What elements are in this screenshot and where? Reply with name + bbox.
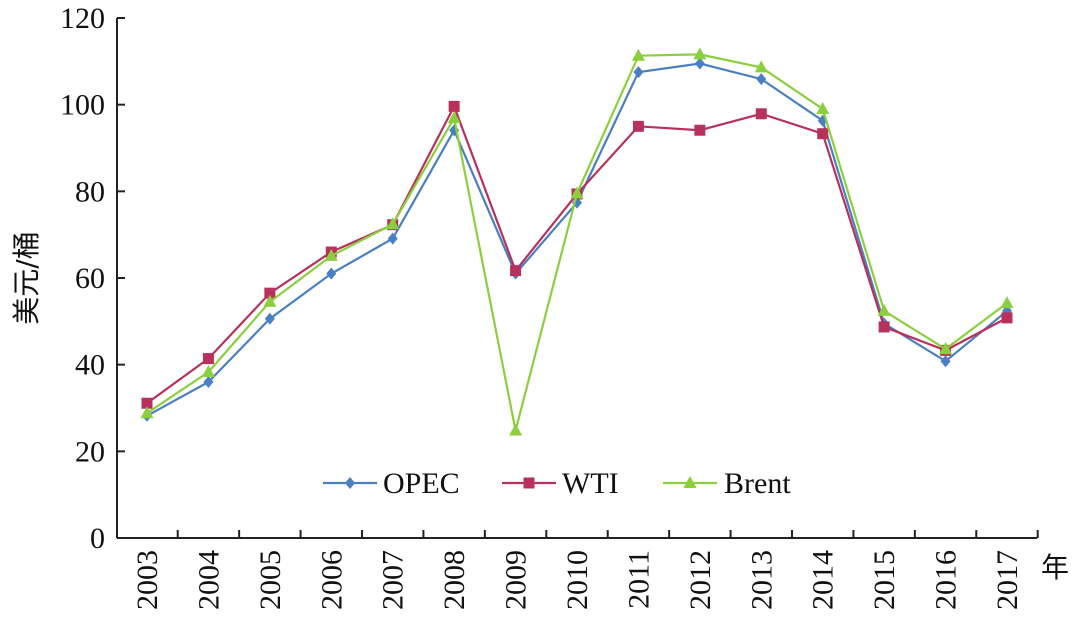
brent-point bbox=[509, 423, 523, 436]
x-tick-label: 2004 bbox=[192, 550, 225, 610]
legend-brent-label: Brent bbox=[724, 467, 791, 500]
brent-point bbox=[1000, 296, 1014, 309]
legend-wti-point bbox=[523, 477, 535, 489]
x-tick-label: 2012 bbox=[684, 550, 717, 610]
brent-point bbox=[816, 102, 830, 114]
opec-point bbox=[326, 267, 337, 280]
x-tick-label: 2013 bbox=[745, 550, 778, 610]
axes bbox=[116, 18, 1037, 539]
opec-line bbox=[146, 62, 1008, 417]
brent-point bbox=[386, 217, 400, 230]
x-tick-label: 2008 bbox=[438, 550, 471, 610]
wti-point bbox=[1001, 312, 1013, 324]
brent-point bbox=[631, 48, 645, 61]
x-tick-label: 2006 bbox=[315, 550, 348, 610]
legend-opec-label: OPEC bbox=[383, 467, 460, 500]
brent-point bbox=[693, 47, 707, 60]
opec-point bbox=[756, 73, 767, 86]
wti-point bbox=[141, 397, 153, 409]
wti-point bbox=[202, 353, 214, 365]
brent-point bbox=[754, 60, 768, 73]
wti-point bbox=[694, 124, 706, 136]
wti-point bbox=[448, 100, 460, 112]
wti-point bbox=[878, 321, 890, 333]
opec-point bbox=[387, 232, 398, 245]
wti-point bbox=[817, 128, 829, 140]
x-tick-label: 2011 bbox=[622, 550, 655, 609]
x-tick-label: 2014 bbox=[807, 550, 840, 610]
wti-line bbox=[146, 103, 1008, 405]
opec-point bbox=[633, 66, 644, 79]
brent-point bbox=[447, 111, 461, 124]
brent-point bbox=[140, 406, 154, 419]
brent-point bbox=[324, 248, 338, 261]
brent-point bbox=[263, 294, 277, 307]
wti-point bbox=[510, 265, 522, 277]
x-ticks: 2003 2004 2005 2006 2007 2008 2009 2010 2011 2012… bbox=[131, 530, 1039, 610]
wti-series bbox=[141, 100, 1013, 409]
legend-opec-point bbox=[345, 477, 355, 489]
wti-point bbox=[755, 108, 767, 120]
y-tick-label: 80 bbox=[75, 175, 105, 208]
series-layer bbox=[140, 47, 1014, 436]
x-tick-label: 2007 bbox=[377, 550, 410, 610]
brent-point bbox=[877, 303, 891, 316]
wti-point bbox=[632, 120, 644, 132]
y-tick-label: 0 bbox=[90, 522, 105, 555]
y-axis-label: 美元/桶 bbox=[10, 231, 43, 324]
opec-series bbox=[142, 57, 1012, 422]
x-tick-label: 2010 bbox=[561, 550, 594, 610]
y-tick-label: 120 bbox=[60, 2, 105, 35]
brent-point bbox=[939, 342, 953, 355]
legend-wti-label: WTI bbox=[562, 467, 619, 500]
y-tick-label: 20 bbox=[75, 435, 105, 468]
x-tick-label: 2009 bbox=[500, 550, 533, 610]
brent-point bbox=[570, 186, 584, 199]
opec-point bbox=[203, 376, 214, 388]
brent-series bbox=[140, 47, 1014, 436]
y-ticks: 0 20 40 60 80 100 120 bbox=[60, 2, 125, 555]
x-tick-label: 2016 bbox=[930, 550, 963, 610]
opec-point bbox=[694, 57, 705, 70]
opec-point bbox=[264, 312, 275, 325]
y-tick-label: 100 bbox=[60, 89, 105, 122]
legend: OPEC WTI Brent bbox=[323, 467, 791, 500]
x-tick-label: 2005 bbox=[254, 550, 287, 610]
x-tick-label: 2017 bbox=[991, 550, 1024, 610]
brent-point bbox=[201, 365, 215, 378]
x-tick-label: 2003 bbox=[131, 550, 164, 610]
legend-brent-point bbox=[683, 476, 697, 488]
x-tick-label: 2015 bbox=[868, 550, 901, 610]
y-tick-label: 40 bbox=[75, 349, 105, 382]
x-axis-unit-label: 年 bbox=[1041, 551, 1069, 584]
brent-line bbox=[146, 53, 1008, 431]
wti-point bbox=[264, 287, 276, 299]
opec-point bbox=[940, 355, 951, 368]
y-tick-label: 60 bbox=[75, 262, 105, 295]
